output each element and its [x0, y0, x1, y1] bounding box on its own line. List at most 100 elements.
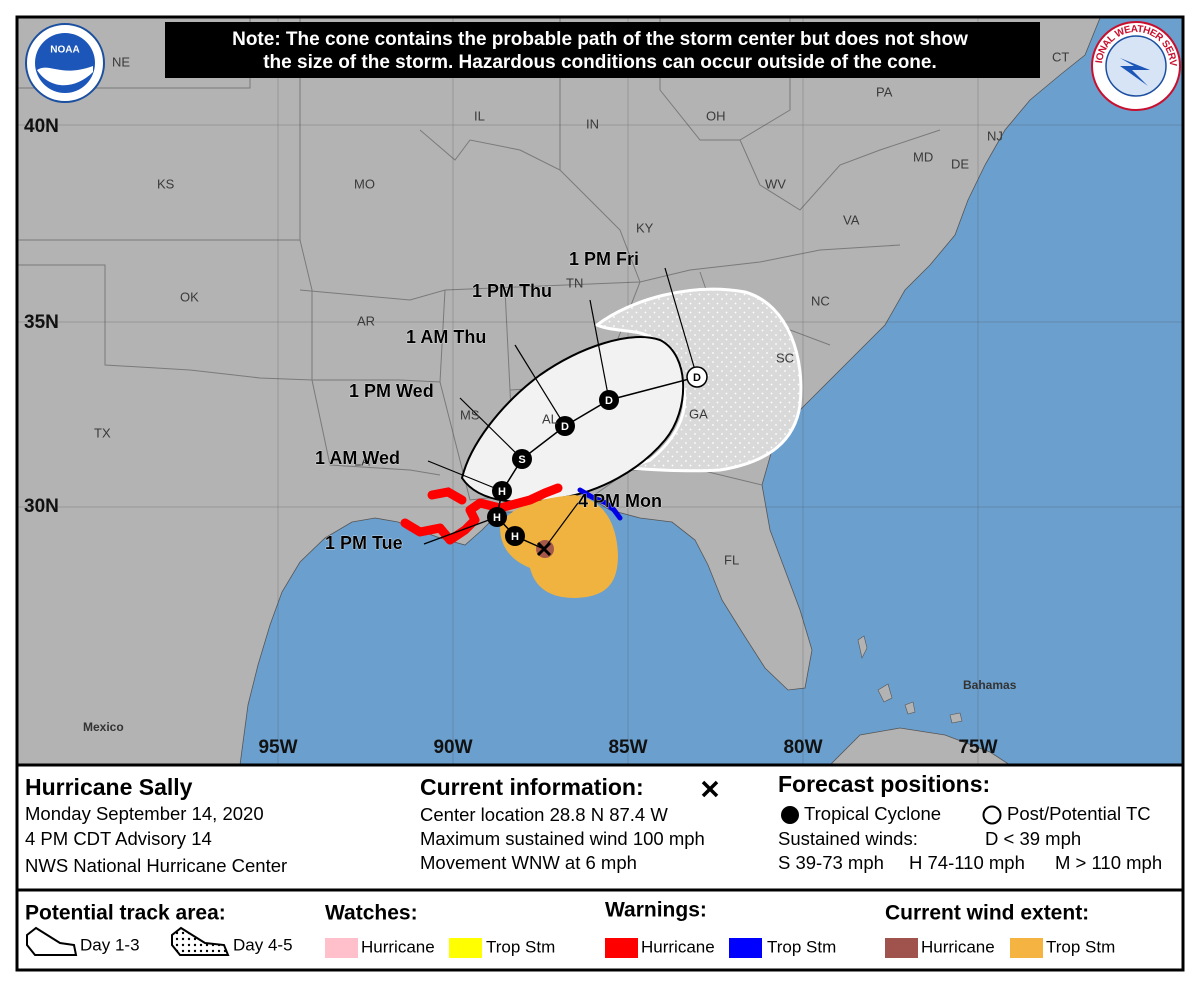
- noaa-text: NOAA: [50, 45, 79, 56]
- longitude-label: 85W: [608, 737, 647, 758]
- current-info-title: Current information:: [420, 774, 644, 800]
- wind-scale: H 74-110 mph: [909, 852, 1025, 873]
- forecast-time: 1 PM Fri: [569, 249, 639, 269]
- post-potential-icon: [982, 805, 1002, 825]
- legend-title: Potential track area:: [25, 902, 226, 925]
- forecast-time: 1 PM Wed: [349, 381, 434, 401]
- point-letter: D: [605, 395, 613, 407]
- point: [555, 416, 575, 436]
- state-label: WV: [765, 176, 786, 191]
- point-letter: H: [511, 531, 519, 543]
- state-label: AR: [357, 313, 375, 328]
- forecast-time: 1 PM Thu: [472, 281, 552, 301]
- point-letter: D: [561, 421, 569, 433]
- legend-text: Sustained winds:: [778, 828, 918, 849]
- swatch: [729, 938, 762, 958]
- longitude-label: 90W: [433, 737, 472, 758]
- state-label: MS: [460, 407, 480, 422]
- map: H H H S D D D NE IL IN OH PA CT NJ MD DE: [18, 18, 1182, 765]
- point-letter: H: [493, 512, 501, 524]
- current-position-icon: [701, 780, 719, 798]
- bahamas: [857, 635, 963, 724]
- day-4-5-icon: [171, 926, 230, 956]
- state-label: IN: [586, 116, 599, 131]
- current-info-line: Center location 28.8 N 87.4 W: [420, 804, 668, 825]
- current-info-line: Movement WNW at 6 mph: [420, 852, 637, 873]
- frame: [15, 15, 1185, 972]
- legend-text: Hurricane: [641, 937, 715, 956]
- coordinate-labels: 40N 35N 30N 95W 90W 85W 80W 75W: [24, 116, 998, 758]
- legend-text: Hurricane: [361, 937, 435, 956]
- point: [599, 390, 619, 410]
- swatch: [885, 938, 918, 958]
- point-letter: S: [518, 454, 525, 466]
- legend-text: Hurricane: [921, 937, 995, 956]
- state-label: TN: [566, 275, 583, 290]
- warning-trop-stm: [577, 487, 623, 521]
- storm-name: Hurricane Sally: [25, 774, 193, 800]
- state-label: KY: [636, 220, 654, 235]
- state-label: DE: [951, 156, 969, 171]
- legend-text: Post/Potential TC: [1007, 803, 1151, 824]
- storm-advisory: 4 PM CDT Advisory 14: [25, 828, 212, 849]
- state-label: NC: [811, 293, 830, 308]
- day-1-3-icon: [26, 926, 78, 956]
- wind-extent-trop-stm: [500, 495, 618, 598]
- wind-scale: D < 39 mph: [985, 828, 1081, 849]
- warning-hurricane: [400, 483, 563, 545]
- state-label: PA: [876, 84, 893, 99]
- longitude-label: 80W: [783, 737, 822, 758]
- legend-text: Tropical Cyclone: [804, 803, 941, 824]
- storm-source: NWS National Hurricane Center: [25, 855, 287, 876]
- wind-scale: M > 110 mph: [1055, 852, 1162, 873]
- forecast-time: 1 AM Wed: [315, 448, 400, 468]
- point-letter: H: [498, 486, 506, 498]
- state-label: MD: [913, 149, 933, 164]
- forecast-time: 1 PM Tue: [325, 533, 403, 553]
- state-label: CT: [1052, 49, 1069, 64]
- state-label: VA: [843, 212, 860, 227]
- state-label: NE: [112, 54, 130, 69]
- forecast-time: 1 AM Thu: [406, 327, 486, 347]
- forecast-labels: 4 PM Mon 1 PM Tue 1 AM Wed 1 PM Wed 1 AM…: [315, 248, 663, 553]
- longitude-label: 75W: [958, 737, 997, 758]
- place-label: Bahamas: [963, 678, 1017, 692]
- state-label: GA: [689, 406, 708, 421]
- state-label: MO: [354, 176, 375, 191]
- current-position: [536, 541, 552, 557]
- state-label: AL: [542, 411, 558, 426]
- state-label: TX: [94, 425, 111, 440]
- warning-hurricane: [427, 487, 467, 505]
- legend-text: Trop Stm: [767, 937, 836, 956]
- latitude-label: 40N: [24, 116, 59, 137]
- state-label: KS: [157, 176, 175, 191]
- wind-scale: S 39-73 mph: [778, 852, 884, 873]
- swatch: [1010, 938, 1043, 958]
- forecast-time: 4 PM Mon: [578, 491, 662, 511]
- state-label: NJ: [987, 128, 1003, 143]
- state-label: LA: [354, 453, 370, 468]
- leader-lines: [423, 267, 698, 550]
- point: [487, 507, 507, 527]
- point: [505, 526, 525, 546]
- legend-title: Watches:: [325, 902, 418, 925]
- point: [492, 481, 512, 501]
- state-labels: NE IL IN OH PA CT NJ MD DE KS MO WV KY V…: [83, 49, 1069, 734]
- state-label: IL: [474, 108, 485, 123]
- place-label: Mexico: [83, 720, 124, 734]
- state-label: OK: [180, 289, 199, 304]
- forecast-points: H H H S D D D: [487, 366, 708, 557]
- legend-text: Day 4-5: [233, 935, 293, 954]
- legend-text: Day 1-3: [80, 935, 140, 954]
- tropical-cyclone-icon: [781, 806, 799, 824]
- legend-title: Warnings:: [605, 899, 707, 922]
- longitude-label: 95W: [258, 737, 297, 758]
- latitude-label: 35N: [24, 312, 59, 333]
- state-label: SC: [776, 350, 794, 365]
- point: [512, 449, 532, 469]
- legend-title: Current wind extent:: [885, 902, 1089, 925]
- note: the size of the storm. Hazardous conditi…: [263, 52, 937, 73]
- swatch: [449, 938, 482, 958]
- info-panel: Hurricane Sally Monday September 14, 202…: [25, 771, 1162, 876]
